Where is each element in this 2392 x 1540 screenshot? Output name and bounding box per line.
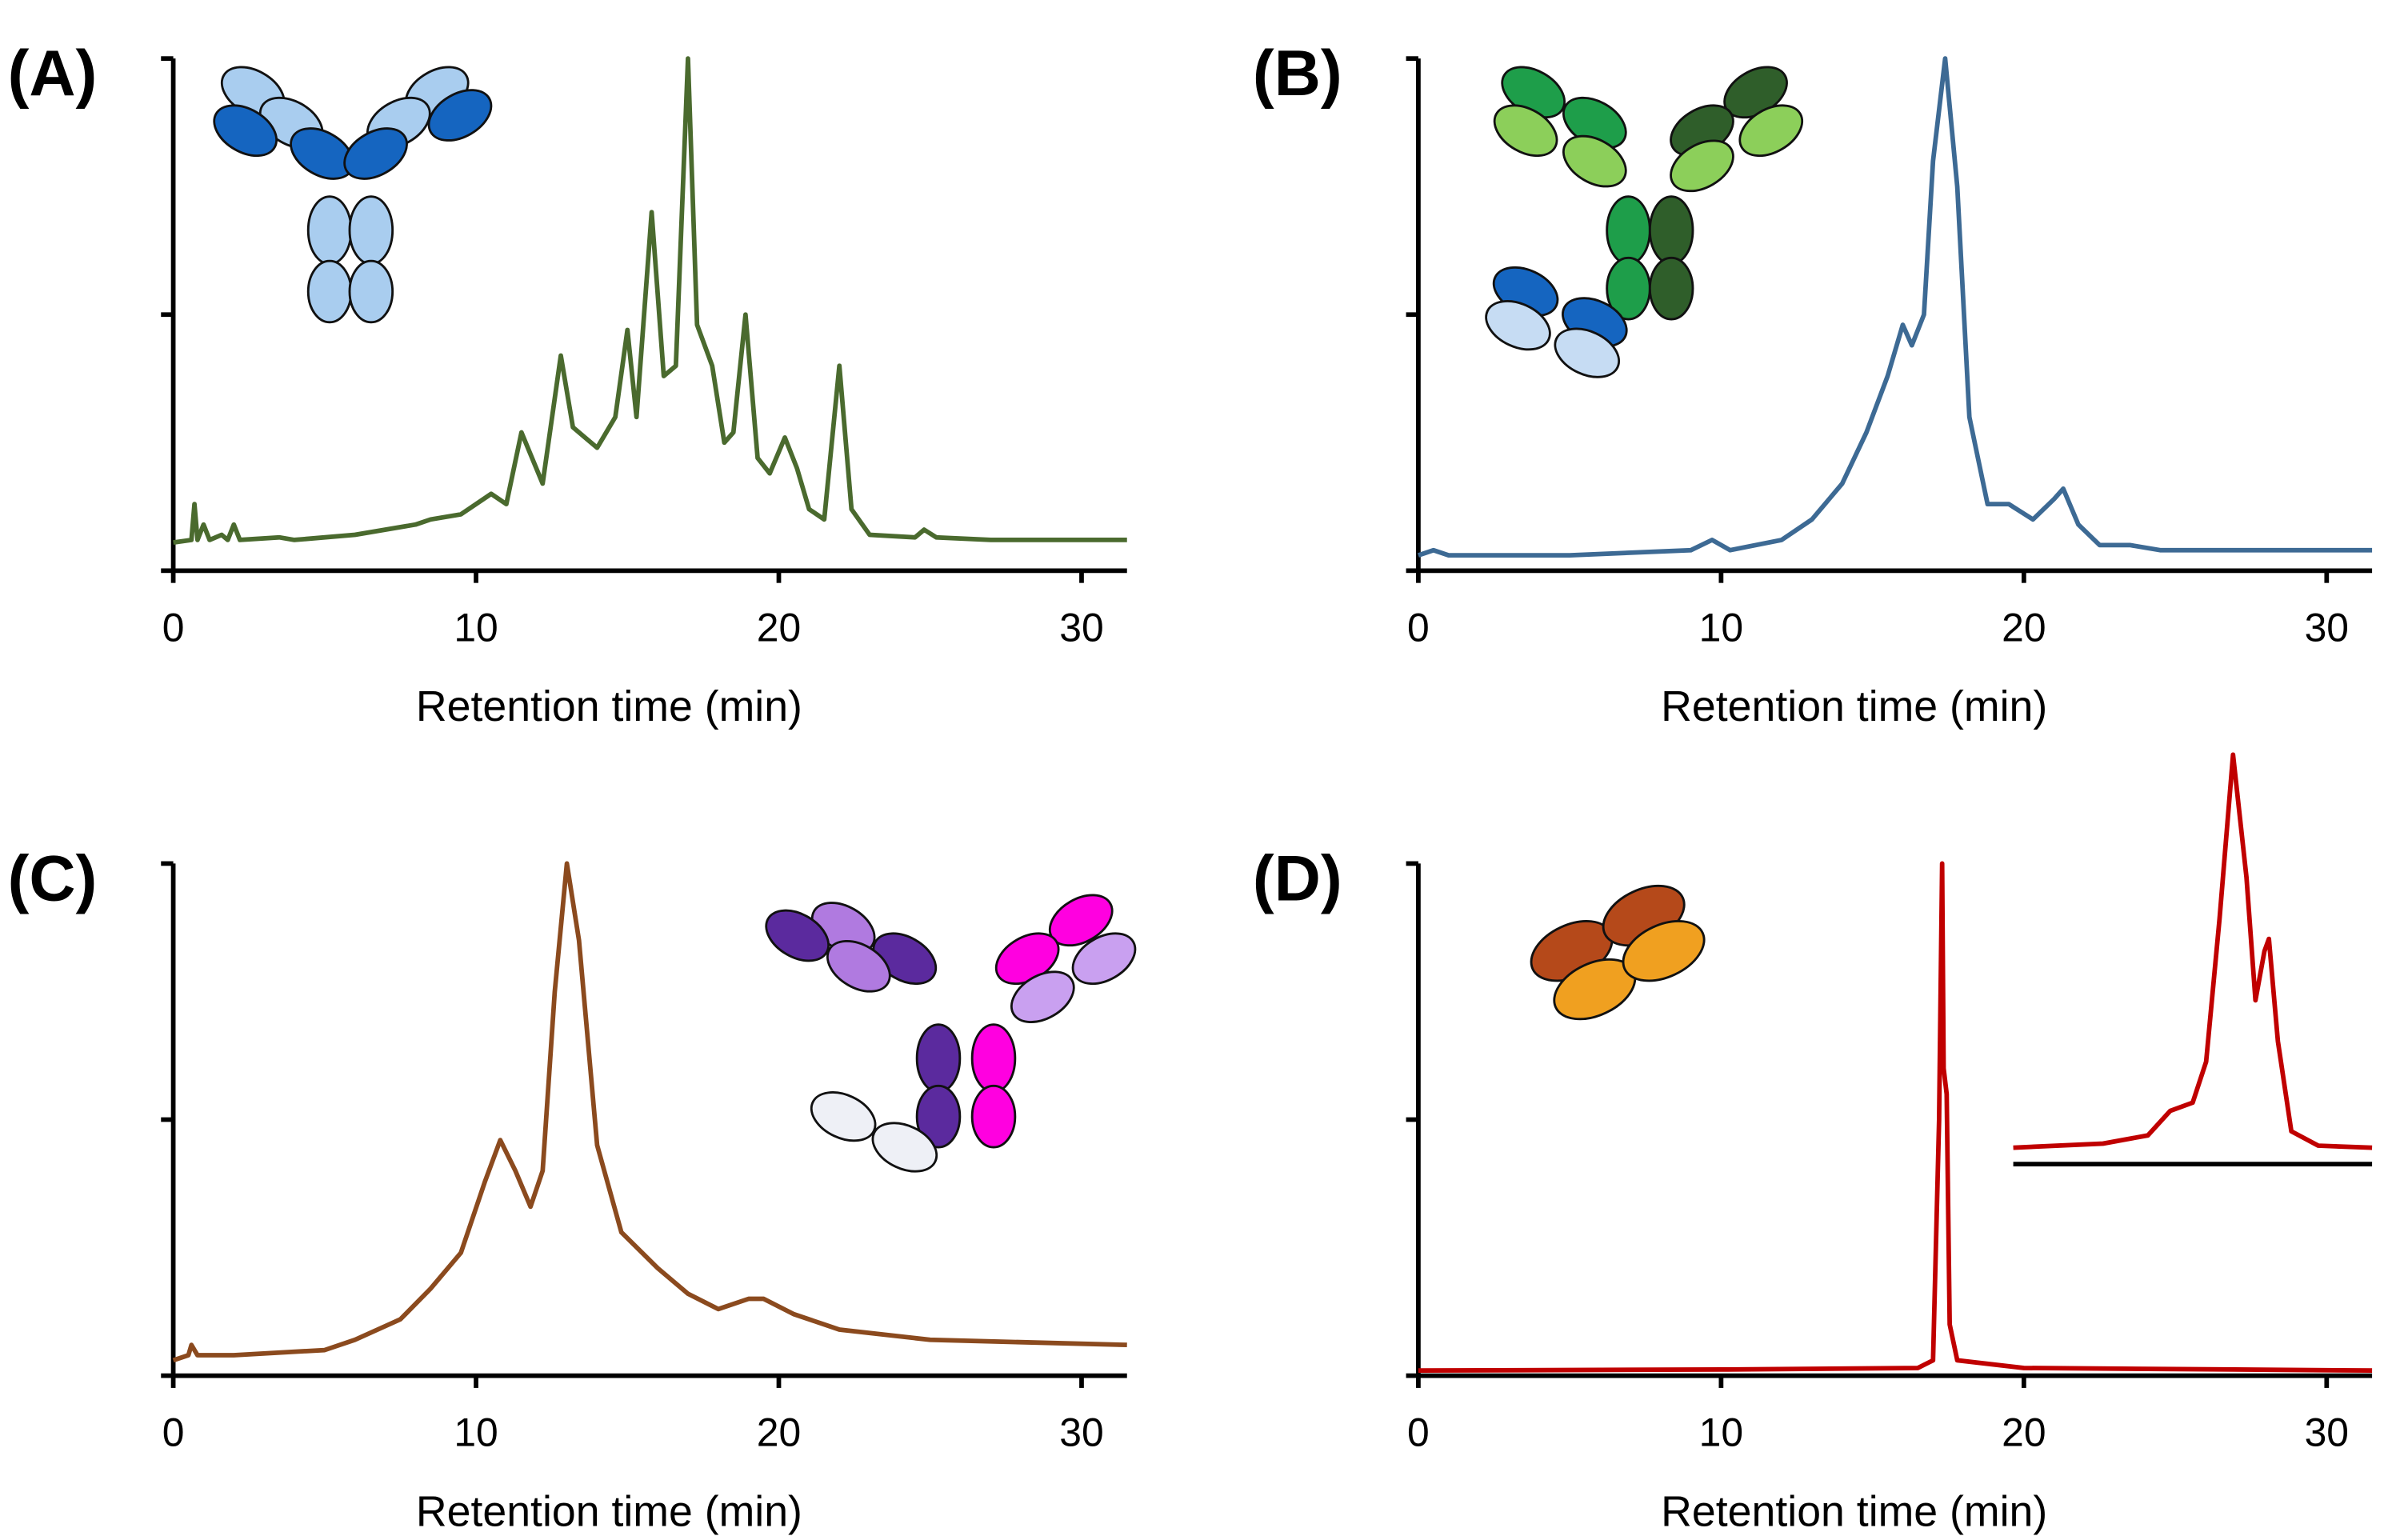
series-line bbox=[1417, 56, 2373, 558]
x-tick-label: 20 bbox=[757, 606, 801, 650]
panel-label: (C) bbox=[8, 842, 98, 914]
fab-icon-d bbox=[1530, 884, 1706, 1021]
x-tick-label: 20 bbox=[757, 1410, 801, 1455]
x-tick-label: 30 bbox=[2305, 1410, 2349, 1455]
panel-label: (B) bbox=[1253, 38, 1342, 110]
inset-line bbox=[2013, 752, 2373, 1150]
x-tick-label: 10 bbox=[1699, 1410, 1743, 1455]
x-axis-label: Retention time (min) bbox=[1661, 1487, 2047, 1535]
x-tick-label: 30 bbox=[2305, 606, 2349, 650]
x-tick-label: 20 bbox=[2002, 1410, 2046, 1455]
x-tick-label: 10 bbox=[454, 1410, 498, 1455]
x-tick-label: 10 bbox=[454, 606, 498, 650]
panel-label: (A) bbox=[8, 38, 98, 110]
x-tick-label: 0 bbox=[1407, 1410, 1430, 1455]
x-tick-label: 10 bbox=[1699, 606, 1743, 650]
x-tick-label: 30 bbox=[1059, 606, 1103, 650]
antibody-icon-c bbox=[765, 894, 1137, 1173]
x-tick-label: 0 bbox=[1407, 606, 1430, 650]
series-line bbox=[1418, 861, 2373, 1374]
antibody-icon-b bbox=[1485, 66, 1804, 378]
x-axis-label: Retention time (min) bbox=[416, 1487, 802, 1535]
panel-label: (D) bbox=[1253, 842, 1342, 914]
series-line bbox=[173, 56, 1127, 545]
x-tick-label: 0 bbox=[162, 606, 185, 650]
x-axis-label: Retention time (min) bbox=[1661, 682, 2047, 730]
antibody-icon-a bbox=[213, 66, 493, 324]
x-tick-label: 0 bbox=[162, 1410, 185, 1455]
x-tick-label: 20 bbox=[2002, 606, 2046, 650]
series-line bbox=[172, 861, 1127, 1363]
x-axis-label: Retention time (min) bbox=[416, 682, 802, 730]
x-tick-label: 30 bbox=[1059, 1410, 1103, 1455]
